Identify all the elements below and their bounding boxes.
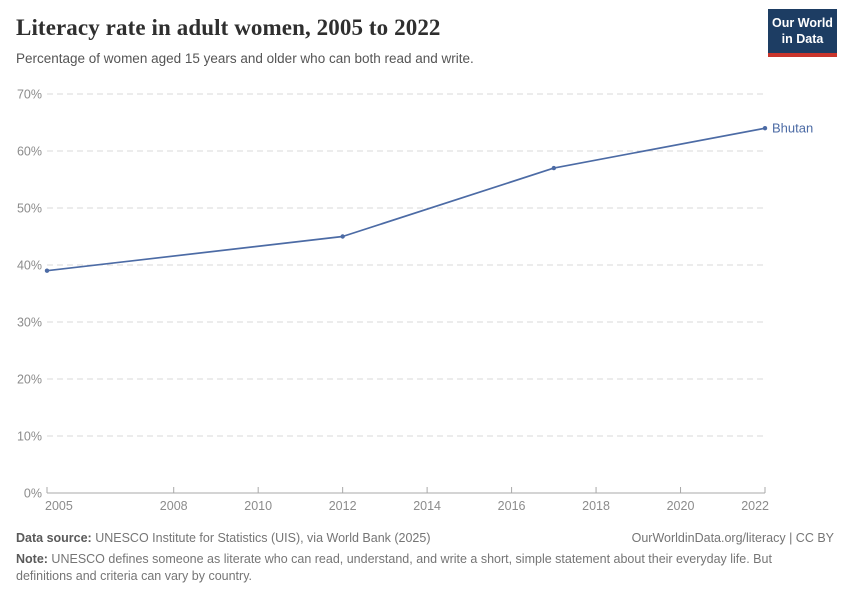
chart-note: Note: UNESCO defines someone as literate… xyxy=(16,551,816,586)
data-source-label: Data source: xyxy=(16,531,92,545)
x-axis-tick-label: 2022 xyxy=(741,499,769,513)
series-line-bhutan[interactable] xyxy=(46,127,766,272)
y-axis-tick-label: 10% xyxy=(17,430,42,444)
y-axis-tick-label: 40% xyxy=(17,259,42,273)
y-axis-tick-label: 70% xyxy=(17,88,42,102)
note-label: Note: xyxy=(16,551,48,566)
chart-title: Literacy rate in adult women, 2005 to 20… xyxy=(16,15,441,40)
entity-label[interactable]: Bhutan xyxy=(772,121,813,136)
note-text: UNESCO defines someone as literate who c… xyxy=(16,551,772,584)
y-axis-tick-label: 60% xyxy=(17,145,42,159)
x-axis-tick-label: 2010 xyxy=(244,499,272,513)
x-axis-tick-label: 2005 xyxy=(45,499,73,513)
y-axis-tick-label: 20% xyxy=(17,373,42,387)
data-point[interactable] xyxy=(340,234,345,239)
chart-footer: Data source: UNESCO Institute for Statis… xyxy=(16,530,834,586)
x-axis-tick-label: 2018 xyxy=(582,499,610,513)
data-source-text: UNESCO Institute for Statistics (UIS), v… xyxy=(91,531,431,545)
chart-header: Literacy rate in adult women, 2005 to 20… xyxy=(16,14,750,67)
data-point[interactable] xyxy=(44,268,50,273)
x-axis-tick-label: 2012 xyxy=(329,499,357,513)
x-axis-tick-label: 2020 xyxy=(667,499,695,513)
owid-logo-line2: in Data xyxy=(781,31,824,46)
x-axis-tick-label: 2014 xyxy=(413,499,441,513)
data-source: Data source: UNESCO Institute for Statis… xyxy=(16,530,431,548)
chart-subtitle: Percentage of women aged 15 years and ol… xyxy=(16,50,474,66)
data-point[interactable] xyxy=(762,126,768,131)
x-axis-tick-label: 2016 xyxy=(498,499,526,513)
owid-logo-line1: Our World xyxy=(772,16,833,30)
x-axis-tick-label: 2008 xyxy=(160,499,188,513)
data-point[interactable] xyxy=(551,165,557,171)
y-axis-tick-label: 50% xyxy=(17,202,42,216)
y-axis-tick-label: 30% xyxy=(17,316,42,330)
license-link[interactable]: OurWorldinData.org/literacy | CC BY xyxy=(631,531,834,545)
y-axis-tick-label: 0% xyxy=(24,487,42,501)
owid-logo[interactable]: Our World in Data xyxy=(768,9,837,58)
